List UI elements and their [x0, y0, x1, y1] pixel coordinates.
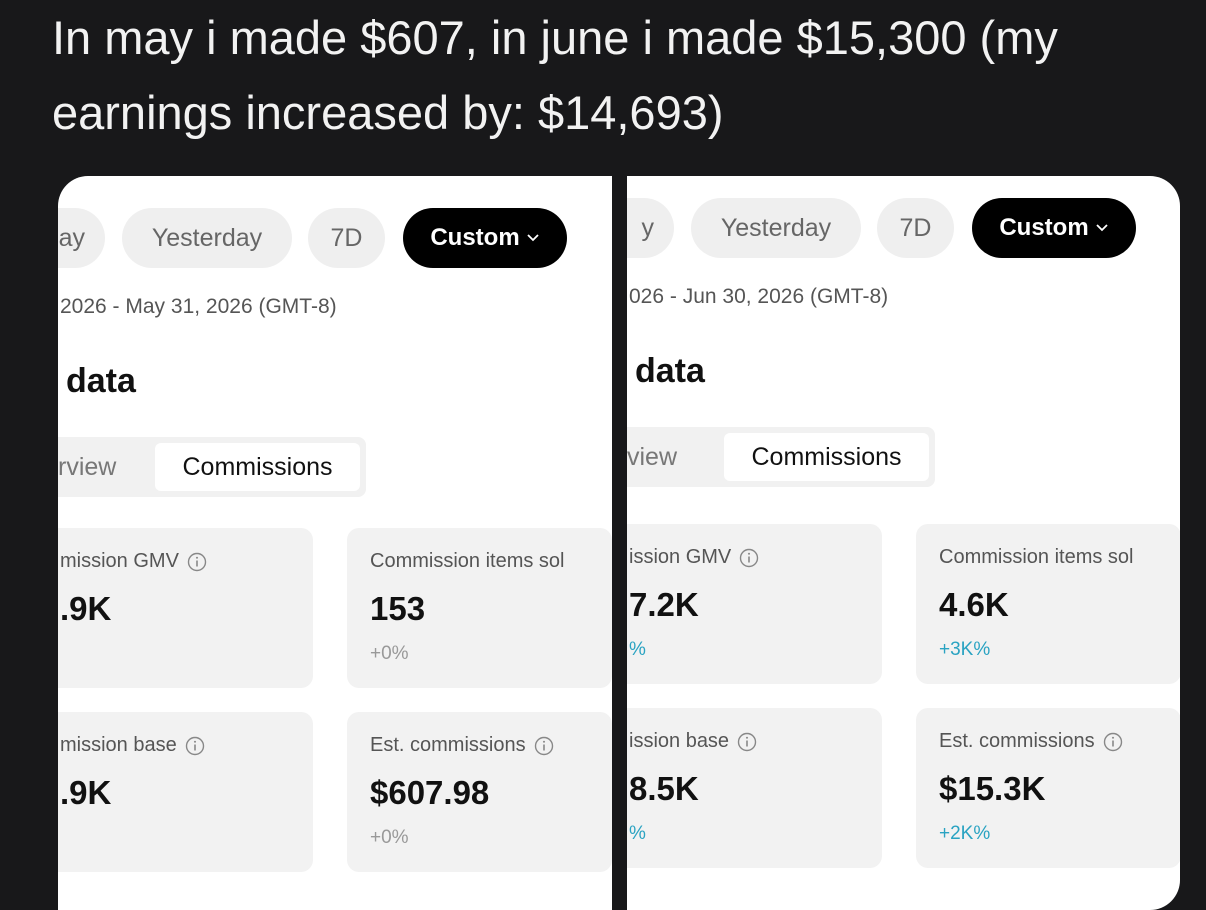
- tab-bar: view Commissions: [627, 427, 935, 487]
- post-text: In may i made $607, in june i made $15,3…: [52, 11, 1058, 64]
- tab[interactable]: view: [627, 442, 678, 471]
- filter-label: ay: [58, 223, 85, 252]
- info-icon: [534, 736, 553, 755]
- metric-change: %: [629, 639, 646, 660]
- filter-pill[interactable]: y: [627, 198, 674, 258]
- metric-value: .9K: [60, 590, 112, 627]
- filter-pill[interactable]: Custom: [972, 198, 1136, 258]
- metric-label: mission GMV: [60, 550, 207, 573]
- metric-card: mission base .9K: [58, 712, 313, 872]
- metric-label: Commission items sol: [370, 550, 564, 573]
- filter-label: Yesterday: [151, 223, 263, 252]
- metric-change: +0%: [370, 643, 409, 664]
- filter-pill[interactable]: 7D: [308, 208, 385, 268]
- date-range: 026 - Jun 30, 2026 (GMT-8): [629, 285, 889, 308]
- metric-label-text: ission GMV: [629, 546, 732, 568]
- metric-label-text: mission GMV: [60, 550, 179, 572]
- metric-card: ission GMV 7.2K%: [627, 524, 882, 684]
- tab-bar: rview Commissions: [58, 437, 366, 497]
- metric-value: $15.3K: [939, 770, 1046, 807]
- section-heading: data: [66, 362, 136, 400]
- metric-value: 153: [370, 590, 426, 627]
- metric-value: 8.5K: [629, 770, 699, 807]
- info-icon: [737, 732, 757, 751]
- info-icon: [187, 552, 207, 571]
- filter-label: 7D: [899, 213, 932, 242]
- filter-label: Custom: [999, 214, 1089, 241]
- metric-label: Est. commissions: [370, 734, 554, 757]
- metric-value: 4.6K: [939, 586, 1009, 623]
- filter-label: y: [641, 213, 655, 242]
- metric-label-text: Commission items sol: [939, 546, 1134, 568]
- metric-change: +3K%: [939, 639, 991, 660]
- tab[interactable]: rview: [58, 452, 117, 481]
- section-heading: data: [635, 352, 705, 390]
- post-text: earnings increased by: $14,693): [52, 86, 724, 139]
- filter-pill[interactable]: Yesterday: [122, 208, 292, 268]
- info-icon: [185, 736, 204, 755]
- metric-label-text: Est. commissions: [939, 730, 1095, 752]
- chevron-icon: [1096, 224, 1108, 232]
- tab-selected[interactable]: Commissions: [155, 443, 360, 491]
- metric-label-text: ission base: [629, 730, 730, 752]
- metric-card: Commission items sol 153 +0%: [347, 528, 612, 688]
- metric-label: ission GMV: [629, 546, 759, 569]
- metric-card: ission base 8.5K%: [627, 708, 882, 868]
- screenshot-panel: y Yesterday 7D Custom 026 - Jun 30, 2026 (GM…: [627, 176, 1180, 910]
- metric-card: Est. commissions $607.98 +0%: [347, 712, 612, 872]
- filter-label: 7D: [330, 223, 363, 252]
- metric-change: +0%: [370, 827, 409, 848]
- metric-change: +2K%: [939, 823, 991, 844]
- metric-label-text: mission base: [60, 734, 177, 756]
- info-icon: [1103, 732, 1122, 751]
- info-icon: [740, 548, 759, 567]
- chevron-icon: [527, 234, 539, 242]
- metric-change: %: [629, 823, 646, 844]
- metric-label-text: Commission items sol: [370, 550, 565, 572]
- metric-card: Est. commissions $15.3K +2K%: [916, 708, 1180, 868]
- filter-label: Custom: [430, 224, 520, 251]
- metric-label: ission base: [629, 730, 757, 753]
- metric-label-text: Est. commissions: [370, 734, 526, 756]
- filter-pill[interactable]: 7D: [877, 198, 954, 258]
- metric-label: Est. commissions: [939, 730, 1123, 753]
- metric-card: Commission items sol 4.6K +3K%: [916, 524, 1180, 684]
- metric-value: .9K: [60, 774, 112, 811]
- screenshot-panel: ay Yesterday 7D Custom 2026 - May 31, 2026 (…: [58, 176, 612, 910]
- filter-pill[interactable]: Custom: [403, 208, 567, 268]
- metric-value: $607.98: [370, 774, 490, 811]
- metric-label: mission base: [60, 734, 205, 757]
- date-range: 2026 - May 31, 2026 (GMT-8): [60, 295, 337, 318]
- filter-label: Yesterday: [720, 213, 832, 242]
- filter-pill[interactable]: Yesterday: [691, 198, 861, 258]
- metric-value: 7.2K: [629, 586, 699, 623]
- tab-selected[interactable]: Commissions: [724, 433, 929, 481]
- metric-card: mission GMV .9K: [58, 528, 313, 688]
- filter-pill[interactable]: ay: [58, 208, 105, 268]
- metric-label: Commission items sol: [939, 546, 1133, 569]
